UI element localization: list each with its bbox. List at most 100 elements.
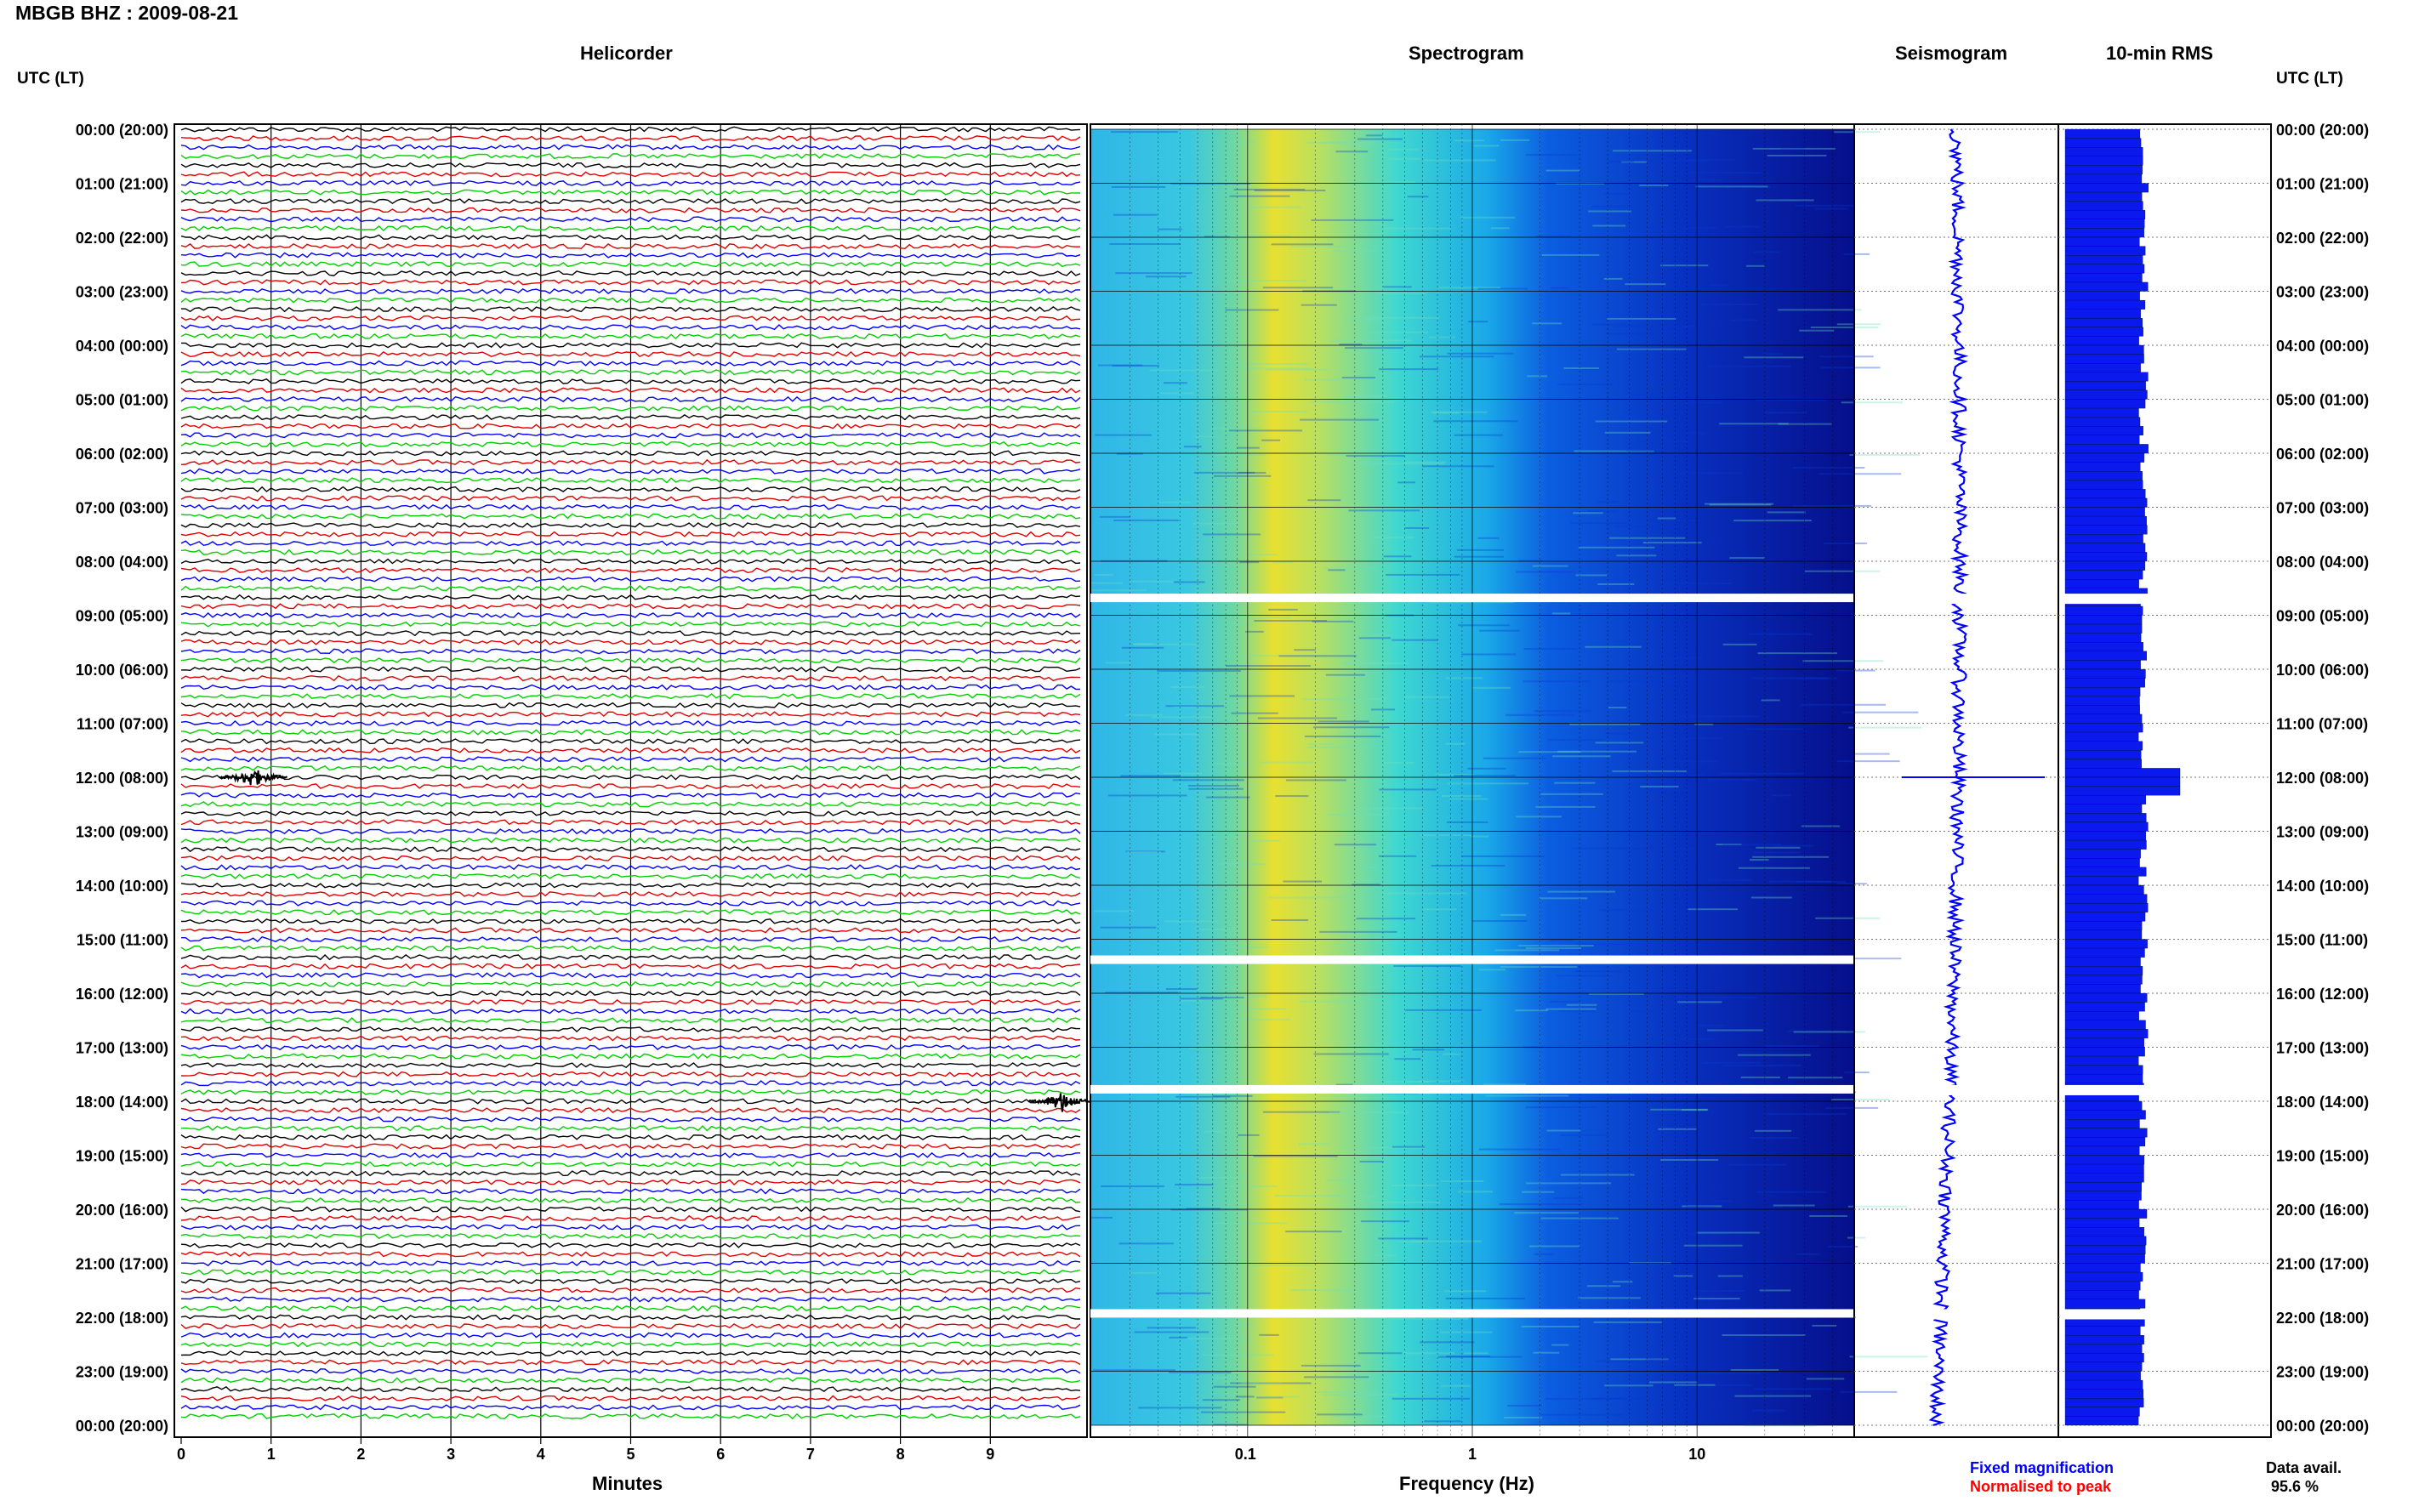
spectrogram-data-gap <box>1090 955 1854 964</box>
spectrogram-texture <box>1339 344 1363 346</box>
spectrogram-texture <box>1152 716 1212 719</box>
helicorder-trace <box>180 639 1081 645</box>
spectrogram-texture <box>1120 775 1181 777</box>
rms-bar <box>2064 462 2141 472</box>
rms-bar <box>2064 201 2143 211</box>
spectrogram-texture <box>1345 347 1403 350</box>
spectrogram-texture <box>1697 1024 1725 1026</box>
spectrogram-texture <box>1472 920 1528 923</box>
spectrogram-texture <box>1193 471 1255 474</box>
spectrogram-texture <box>1392 639 1438 641</box>
rms-data-gap <box>2060 594 2269 605</box>
time-label-right: 09:00 (05:00) <box>2276 608 2369 625</box>
spectrogram-texture <box>1779 199 1801 202</box>
rms-bar <box>2064 1037 2144 1048</box>
spectrogram-texture <box>1647 788 1689 791</box>
spectrogram-texture <box>1490 227 1510 230</box>
spectrogram-texture <box>1752 1409 1785 1412</box>
spectrogram-texture <box>1169 1336 1188 1339</box>
spectrogram-texture <box>1331 250 1376 253</box>
time-label-right: 05:00 (01:00) <box>2276 392 2369 409</box>
spectrogram-texture <box>1254 619 1327 622</box>
spectrogram-texture <box>1815 207 1848 210</box>
spectrogram-texture <box>1840 1390 1898 1393</box>
spectrogram-texture <box>1483 757 1546 759</box>
helicorder-trace <box>180 1179 1081 1185</box>
helicorder-trace <box>180 972 1081 979</box>
spectrogram-texture <box>1090 1216 1113 1219</box>
spectrogram-texture <box>1329 1111 1409 1114</box>
rms-title: 10-min RMS <box>2106 43 2213 64</box>
spectrogram-texture <box>1456 549 1505 551</box>
spectrogram-texture <box>1432 412 1460 414</box>
spectrogram-texture <box>1504 1416 1542 1418</box>
spectrogram-texture <box>1753 1388 1832 1390</box>
rms-bar <box>2064 327 2143 337</box>
spectrogram-texture <box>1796 677 1837 679</box>
spectrogram-texture <box>1527 375 1548 378</box>
spectrogram-texture <box>1505 713 1575 716</box>
helicorder-trace <box>180 585 1081 592</box>
spectrogram-texture <box>1163 772 1203 775</box>
spectrogram-texture <box>1379 368 1439 371</box>
spectrogram-texture <box>1693 1298 1740 1300</box>
spectrogram-texture <box>1175 1184 1214 1186</box>
spectrogram-texture <box>1099 515 1131 518</box>
spectrogram-texture <box>1285 779 1346 782</box>
spectrogram-texture <box>1233 1018 1291 1020</box>
helicorder-trace <box>180 1098 1081 1105</box>
rms-bar <box>2064 678 2146 688</box>
spectrogram-texture <box>1485 1094 1569 1097</box>
spectrogram-texture <box>1730 319 1758 321</box>
spectrogram-texture <box>1604 193 1631 196</box>
spectrogram-texture <box>1551 1344 1569 1346</box>
spectrogram-texture <box>1802 660 1883 662</box>
rms-bar <box>2064 867 2147 877</box>
spectrogram-texture <box>1586 510 1619 513</box>
spectrogram-texture <box>1625 449 1679 452</box>
spectrogram-texture <box>1271 243 1334 246</box>
rms-bar <box>2064 426 2143 435</box>
helicorder-trace <box>180 1116 1081 1123</box>
time-label-right: 15:00 (11:00) <box>2276 932 2368 949</box>
seismogram-data-gap <box>1856 1309 2057 1320</box>
rms-bar <box>2064 1245 2146 1255</box>
spectrogram-texture <box>1213 1385 1256 1388</box>
spectrogram-texture <box>1454 434 1504 436</box>
rms-bar <box>2064 731 2139 742</box>
minute-tick-label: 1 <box>267 1446 276 1463</box>
spectrogram-texture <box>1804 570 1881 572</box>
left-time-labels: 00:00 (20:00) 01:00 (21:00) 02:00 (22:00) 0… <box>76 122 168 1435</box>
spectrogram-texture <box>1418 1080 1464 1083</box>
spectrogram-texture <box>1820 367 1881 369</box>
rms-bar <box>2064 1389 2144 1399</box>
spectrogram-texture <box>1682 1109 1708 1111</box>
helicorder-trace <box>180 279 1081 286</box>
rms-bar <box>2064 1163 2144 1174</box>
spectrogram-texture <box>1722 643 1757 645</box>
helicorder-trace <box>180 1008 1081 1015</box>
spectrogram-texture <box>1595 742 1644 744</box>
spectrogram-texture <box>1109 242 1181 245</box>
right-time-labels: 00:00 (20:00) 01:00 (21:00) 02:00 (22:00) 0… <box>2276 122 2369 1435</box>
rms-bar <box>2064 389 2148 400</box>
rms-bar <box>2064 884 2144 895</box>
spectrogram-texture <box>1319 930 1397 933</box>
spectrogram-texture <box>1546 1129 1581 1132</box>
helicorder-trace <box>180 378 1081 384</box>
helicorder-trace <box>180 395 1081 403</box>
time-label-right: 14:00 (10:00) <box>2276 878 2369 895</box>
rms-bar <box>2064 876 2139 886</box>
spectrogram-texture <box>1607 317 1676 320</box>
helicorder-trace <box>180 1269 1081 1276</box>
spectrogram-texture <box>1837 958 1902 960</box>
helicorder-trace <box>180 558 1081 565</box>
time-label-right: 19:00 (15:00) <box>2276 1148 2369 1165</box>
spectrogram-texture <box>1145 276 1187 278</box>
spectrogram-texture <box>1563 367 1599 369</box>
time-label-left: 12:00 (08:00) <box>76 770 168 787</box>
frequency-tick-label: 10 <box>1688 1446 1705 1463</box>
spectrogram-texture <box>1301 1364 1361 1367</box>
spectrogram-texture <box>1173 581 1205 583</box>
